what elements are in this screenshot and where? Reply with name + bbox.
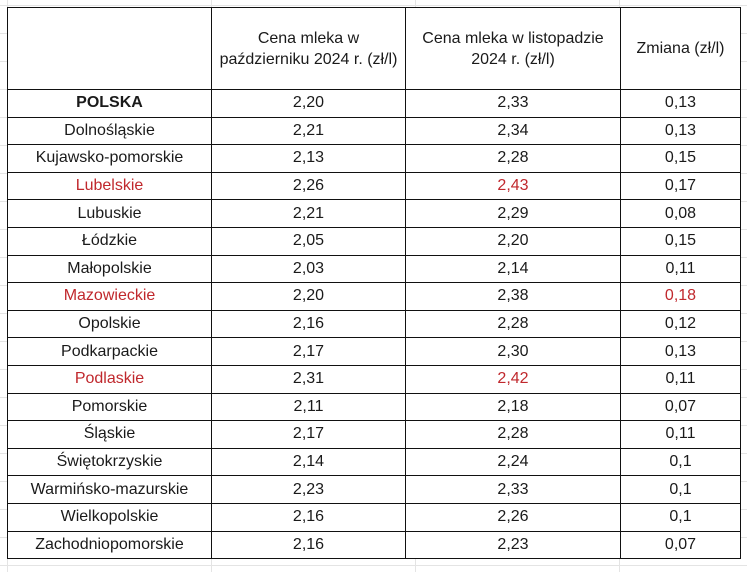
- header-november-price: Cena mleka w listopadzie 2024 r. (zł/l): [405, 7, 621, 90]
- change-cell: 0,13: [620, 89, 741, 118]
- october-price-cell: 2,11: [211, 392, 406, 422]
- milk-price-table: Cena mleka w październiku 2024 r. (zł/l)…: [7, 7, 741, 560]
- table-row: Kujawsko-pomorskie 2,13 2,28 0,15: [7, 144, 741, 173]
- header-region: [7, 7, 212, 90]
- november-price-cell: 2,23: [405, 530, 621, 560]
- table-row: Warmińsko-mazurskie 2,23 2,33 0,1: [7, 475, 741, 504]
- change-cell: 0,15: [620, 144, 741, 173]
- table-row: Podkarpackie 2,17 2,30 0,13: [7, 337, 741, 366]
- october-price-cell: 2,26: [211, 171, 406, 201]
- november-price-cell: 2,33: [405, 475, 621, 504]
- november-price-cell: 2,28: [405, 144, 621, 173]
- region-cell: Podlaskie: [7, 364, 212, 394]
- october-price-cell: 2,16: [211, 502, 406, 532]
- table-row: Opolskie 2,16 2,28 0,12: [7, 309, 741, 339]
- region-cell: Podkarpackie: [7, 337, 212, 366]
- table-row: Świętokrzyskie 2,14 2,24 0,1: [7, 447, 741, 477]
- november-price-cell: 2,33: [405, 89, 621, 118]
- november-price-cell: 2,26: [405, 502, 621, 532]
- november-price-cell: 2,28: [405, 309, 621, 339]
- change-cell: 0,18: [620, 282, 741, 311]
- table-row: Mazowieckie 2,20 2,38 0,18: [7, 282, 741, 311]
- october-price-cell: 2,05: [211, 226, 406, 256]
- october-price-cell: 2,23: [211, 475, 406, 504]
- region-cell: Opolskie: [7, 309, 212, 339]
- november-price-cell: 2,34: [405, 116, 621, 146]
- change-cell: 0,12: [620, 309, 741, 339]
- region-cell: Małopolskie: [7, 254, 212, 284]
- november-price-cell: 2,24: [405, 447, 621, 477]
- region-cell: Wielkopolskie: [7, 502, 212, 532]
- change-cell: 0,1: [620, 447, 741, 477]
- october-price-cell: 2,16: [211, 530, 406, 560]
- change-cell: 0,11: [620, 364, 741, 394]
- change-cell: 0,1: [620, 502, 741, 532]
- region-cell: Warmińsko-mazurskie: [7, 475, 212, 504]
- november-price-cell: 2,38: [405, 282, 621, 311]
- november-price-cell: 2,43: [405, 171, 621, 201]
- change-cell: 0,13: [620, 337, 741, 366]
- region-cell: Pomorskie: [7, 392, 212, 422]
- change-cell: 0,07: [620, 530, 741, 560]
- table-row: Pomorskie 2,11 2,18 0,07: [7, 392, 741, 422]
- change-cell: 0,15: [620, 226, 741, 256]
- table-row: Zachodniopomorskie 2,16 2,23 0,07: [7, 530, 741, 560]
- change-cell: 0,1: [620, 475, 741, 504]
- change-cell: 0,11: [620, 254, 741, 284]
- october-price-cell: 2,16: [211, 309, 406, 339]
- october-price-cell: 2,20: [211, 282, 406, 311]
- november-price-cell: 2,20: [405, 226, 621, 256]
- november-price-cell: 2,30: [405, 337, 621, 366]
- table-row: POLSKA 2,20 2,33 0,13: [7, 89, 741, 118]
- region-cell: Zachodniopomorskie: [7, 530, 212, 560]
- november-price-cell: 2,28: [405, 420, 621, 449]
- change-cell: 0,11: [620, 420, 741, 449]
- table-body: POLSKA 2,20 2,33 0,13 Dolnośląskie 2,21 2,34 0,…: [7, 89, 741, 560]
- change-cell: 0,17: [620, 171, 741, 201]
- october-price-cell: 2,17: [211, 337, 406, 366]
- table-row: Śląskie 2,17 2,28 0,11: [7, 420, 741, 449]
- october-price-cell: 2,20: [211, 89, 406, 118]
- october-price-cell: 2,13: [211, 144, 406, 173]
- header-row: Cena mleka w październiku 2024 r. (zł/l)…: [7, 7, 741, 90]
- region-cell: Mazowieckie: [7, 282, 212, 311]
- header-october-price: Cena mleka w październiku 2024 r. (zł/l): [211, 7, 406, 90]
- november-price-cell: 2,29: [405, 199, 621, 228]
- november-price-cell: 2,42: [405, 364, 621, 394]
- region-cell: Dolnośląskie: [7, 116, 212, 146]
- header-change: Zmiana (zł/l): [620, 7, 741, 90]
- table-row: Lubelskie 2,26 2,43 0,17: [7, 171, 741, 201]
- november-price-cell: 2,14: [405, 254, 621, 284]
- change-cell: 0,07: [620, 392, 741, 422]
- table-row: Łódzkie 2,05 2,20 0,15: [7, 226, 741, 256]
- october-price-cell: 2,14: [211, 447, 406, 477]
- table-row: Małopolskie 2,03 2,14 0,11: [7, 254, 741, 284]
- change-cell: 0,08: [620, 199, 741, 228]
- table-row: Wielkopolskie 2,16 2,26 0,1: [7, 502, 741, 532]
- october-price-cell: 2,17: [211, 420, 406, 449]
- october-price-cell: 2,03: [211, 254, 406, 284]
- region-cell: Lubuskie: [7, 199, 212, 228]
- table-row: Dolnośląskie 2,21 2,34 0,13: [7, 116, 741, 146]
- region-cell: Łódzkie: [7, 226, 212, 256]
- october-price-cell: 2,21: [211, 116, 406, 146]
- region-cell: Lubelskie: [7, 171, 212, 201]
- region-cell: Śląskie: [7, 420, 212, 449]
- table-row: Lubuskie 2,21 2,29 0,08: [7, 199, 741, 228]
- october-price-cell: 2,31: [211, 364, 406, 394]
- region-cell: POLSKA: [7, 89, 212, 118]
- november-price-cell: 2,18: [405, 392, 621, 422]
- october-price-cell: 2,21: [211, 199, 406, 228]
- table-row: Podlaskie 2,31 2,42 0,11: [7, 364, 741, 394]
- region-cell: Kujawsko-pomorskie: [7, 144, 212, 173]
- change-cell: 0,13: [620, 116, 741, 146]
- region-cell: Świętokrzyskie: [7, 447, 212, 477]
